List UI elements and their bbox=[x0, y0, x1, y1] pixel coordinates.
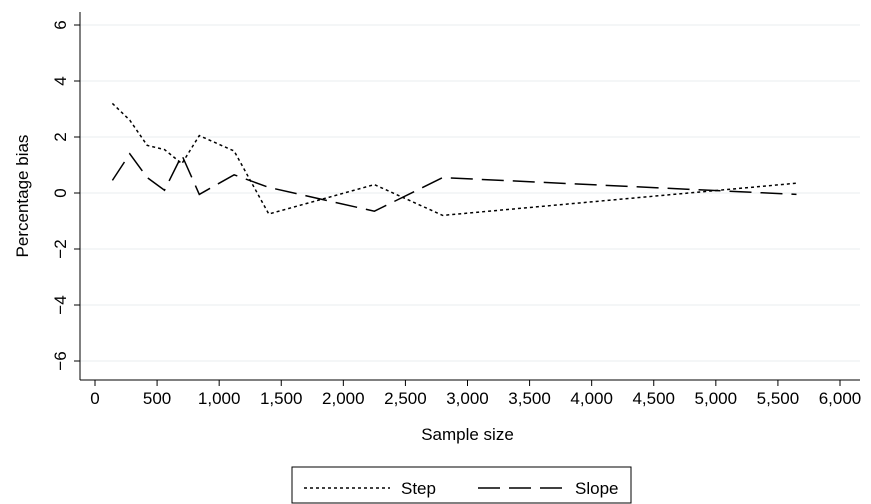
legend-label-slope: Slope bbox=[575, 479, 618, 498]
x-tick-label: 4,500 bbox=[632, 389, 675, 408]
y-tick-label: 0 bbox=[51, 188, 70, 197]
x-tick-label: 6,000 bbox=[819, 389, 862, 408]
x-tick-label: 5,000 bbox=[695, 389, 738, 408]
y-tick-label: 6 bbox=[51, 20, 70, 29]
x-tick-label: 2,000 bbox=[322, 389, 365, 408]
x-tick-label: 0 bbox=[90, 389, 99, 408]
x-tick-label: 3,500 bbox=[508, 389, 551, 408]
x-tick-label: 1,000 bbox=[198, 389, 241, 408]
series-line-step bbox=[111, 102, 797, 217]
x-tick-label: 2,500 bbox=[384, 389, 427, 408]
grid-lines bbox=[80, 24, 860, 362]
series-lines bbox=[111, 102, 797, 217]
x-tick-label: 1,500 bbox=[260, 389, 303, 408]
y-tick-label: −2 bbox=[51, 239, 70, 258]
y-tick-label: 4 bbox=[51, 76, 70, 85]
x-tick-label: 5,500 bbox=[757, 389, 800, 408]
x-axis-title: Sample size bbox=[421, 425, 514, 444]
x-tick-label: 3,000 bbox=[446, 389, 489, 408]
series-line-slope bbox=[111, 152, 797, 212]
y-tick-label: 2 bbox=[51, 132, 70, 141]
y-axis-title: Percentage bias bbox=[13, 135, 32, 258]
legend-box bbox=[291, 466, 632, 504]
legend-label-step: Step bbox=[401, 479, 436, 498]
x-tick-label: 500 bbox=[143, 389, 171, 408]
y-tick-label: −6 bbox=[51, 351, 70, 370]
y-axis-ticks: −6 −4 −2 0 2 4 6 bbox=[51, 20, 80, 371]
x-axis-ticks: 0 500 1,000 1,500 2,000 2,500 3,000 3,500 4,000 4… bbox=[90, 380, 861, 408]
x-tick-label: 4,000 bbox=[570, 389, 613, 408]
y-tick-label: −4 bbox=[51, 295, 70, 314]
legend: Step Slope bbox=[291, 466, 632, 504]
